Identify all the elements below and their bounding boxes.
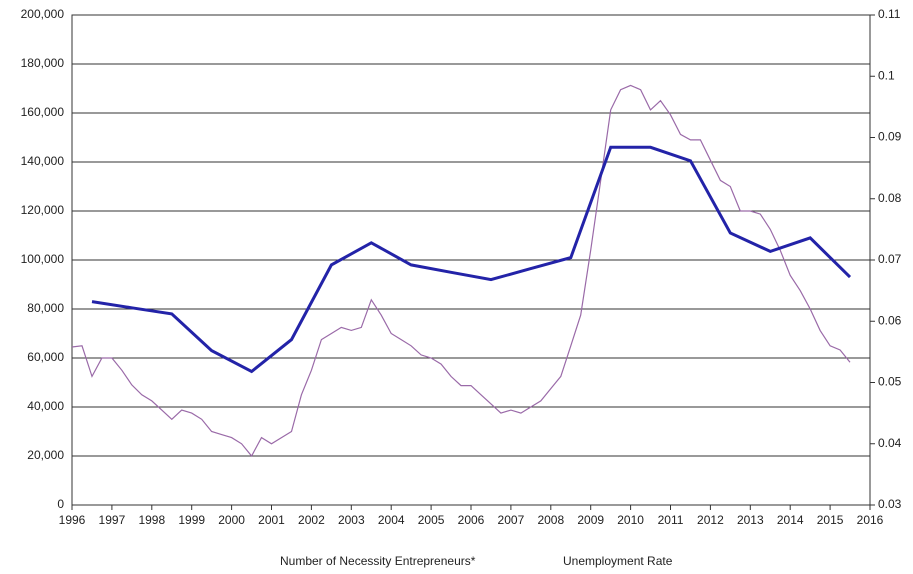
y2-tick-label: 0.05 [878, 375, 902, 389]
y-tick-label: 120,000 [21, 203, 65, 217]
x-tick-label: 2006 [458, 513, 485, 527]
y-tick-label: 20,000 [27, 448, 64, 462]
y2-tick-label: 0.11 [878, 7, 901, 21]
y2-tick-label: 0.1 [878, 68, 895, 82]
y-tick-label: 200,000 [21, 7, 65, 21]
x-tick-label: 2007 [498, 513, 525, 527]
y2-tick-label: 0.09 [878, 130, 902, 144]
x-tick-label: 2004 [378, 513, 405, 527]
y2-tick-label: 0.08 [878, 191, 902, 205]
y-tick-label: 0 [57, 497, 64, 511]
x-tick-label: 2008 [537, 513, 564, 527]
x-tick-label: 2010 [617, 513, 644, 527]
y-tick-label: 100,000 [21, 252, 65, 266]
x-tick-label: 2002 [298, 513, 325, 527]
x-tick-label: 2000 [218, 513, 245, 527]
x-tick-label: 2014 [777, 513, 804, 527]
x-tick-label: 2005 [418, 513, 445, 527]
series-line [91, 145, 852, 374]
x-tick-label: 2013 [737, 513, 764, 527]
x-tick-label: 2003 [338, 513, 365, 527]
y-tick-label: 180,000 [21, 56, 65, 70]
x-tick-label: 1997 [99, 513, 126, 527]
x-tick-label: 2016 [857, 513, 884, 527]
y-tick-label: 40,000 [27, 399, 64, 413]
y2-tick-label: 0.06 [878, 313, 902, 327]
plot-frame [71, 14, 871, 506]
legend-label: Number of Necessity Entrepreneurs* [280, 554, 476, 568]
series-line [71, 84, 851, 458]
x-tick-label: 1998 [138, 513, 165, 527]
x-tick-label: 2009 [577, 513, 604, 527]
x-tick-label: 2015 [817, 513, 844, 527]
y2-tick-label: 0.03 [878, 497, 902, 511]
x-tick-label: 2001 [258, 513, 285, 527]
y-tick-label: 160,000 [21, 105, 65, 119]
x-tick-label: 2012 [697, 513, 724, 527]
y2-tick-label: 0.07 [878, 252, 902, 266]
legend-label: Unemployment Rate [563, 554, 673, 568]
x-tick-label: 1999 [178, 513, 205, 527]
y-tick-label: 60,000 [27, 350, 64, 364]
y-tick-label: 80,000 [27, 301, 64, 315]
y-tick-label: 140,000 [21, 154, 65, 168]
y2-tick-label: 0.04 [878, 436, 902, 450]
x-tick-label: 1996 [59, 513, 86, 527]
x-tick-label: 2011 [658, 513, 684, 527]
